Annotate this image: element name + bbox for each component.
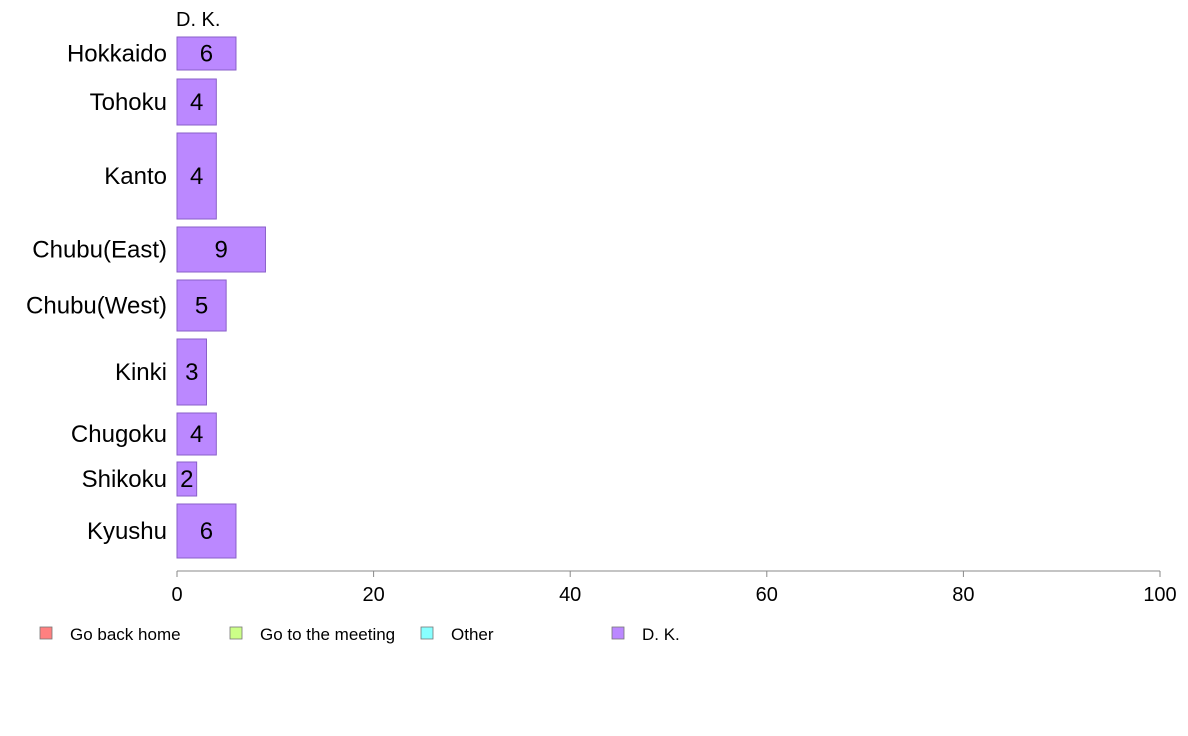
x-tick-label: 100 <box>1143 584 1176 606</box>
bar-value-label: 4 <box>190 421 203 448</box>
x-tick-label: 0 <box>171 584 182 606</box>
legend-label: Go back home <box>70 625 181 644</box>
category-label: Tohoku <box>90 89 167 116</box>
bar-chubu-west <box>176 279 227 332</box>
bar-value-label: 5 <box>195 293 208 320</box>
x-tick-label: 80 <box>952 584 974 606</box>
category-label: Kyushu <box>87 518 167 545</box>
legend-swatch <box>39 626 53 640</box>
category-label: Kanto <box>104 163 167 190</box>
legend-swatch <box>611 626 625 640</box>
x-tick-label: 40 <box>559 584 581 606</box>
bar-tohoku <box>176 78 217 126</box>
bar-chubu-east <box>176 226 266 273</box>
legend-swatch <box>420 626 434 640</box>
legend-label: D. K. <box>642 625 680 644</box>
bars-group: Hokkaido 6 Tohoku 4 Kanto 4 Chubu(East) 9 Chubu(… <box>26 36 266 559</box>
bar-value-label: 3 <box>185 359 198 386</box>
category-label: Chubu(West) <box>26 293 167 320</box>
legend-label: Go to the meeting <box>260 625 395 644</box>
bar-value-label: 4 <box>190 163 203 190</box>
category-label: Kinki <box>115 359 167 386</box>
bar-shikoku <box>176 461 198 497</box>
bar-value-label: 6 <box>200 41 213 68</box>
legend: Go back home Go to the meeting Other D. K. <box>39 625 680 644</box>
bar-value-label: 6 <box>200 518 213 545</box>
x-tick-label: 60 <box>756 584 778 606</box>
bar-hokkaido <box>176 36 237 71</box>
bar-value-label: 4 <box>190 89 203 116</box>
legend-swatch <box>229 626 243 640</box>
legend-label: Other <box>451 625 494 644</box>
category-label: Chubu(East) <box>32 237 167 264</box>
category-label: Hokkaido <box>67 41 167 68</box>
category-label: Chugoku <box>71 421 167 448</box>
bar-kinki <box>176 338 207 406</box>
bar-value-label: 9 <box>215 237 228 264</box>
bar-kanto <box>176 132 217 220</box>
bar-kyushu <box>176 503 237 559</box>
category-label: Shikoku <box>82 466 167 493</box>
x-axis: 0 20 40 60 80 100 <box>171 570 1177 606</box>
series-title: D. K. <box>176 9 220 31</box>
bar-chugoku <box>176 412 217 456</box>
x-tick-label: 20 <box>362 584 384 606</box>
bar-value-label: 2 <box>180 466 193 493</box>
